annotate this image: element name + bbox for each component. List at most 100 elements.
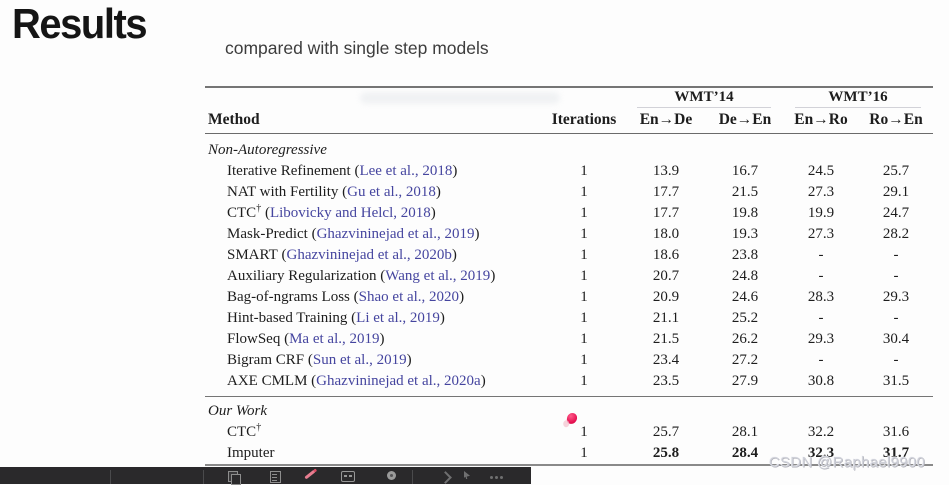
citation-text: Sun et al., 2019 [312,352,407,368]
method-cell: Hint-based Training (Li et al., 2019) [205,308,543,329]
iterations-value: 1 [580,226,588,242]
wmt14-de-en-value: 27.2 [731,352,759,368]
wmt16-en-ro-value: 29.3 [807,331,835,347]
wmt16-ro-en-value: - [893,310,899,326]
citation-paren-close: ) [474,226,480,242]
wmt14-en-de-value: 13.9 [652,163,680,179]
citation-paren-open: ( [338,184,348,200]
citation-paren-close: ) [435,184,441,200]
method-cell: Mask-Predict (Ghazvininejad et al., 2019… [205,224,543,245]
table-body: Non-Autoregressive Iterative Refinement … [205,134,933,464]
wmt14-en-de-value: 17.7 [652,184,680,200]
copy-icon[interactable] [228,471,241,485]
captions-icon[interactable] [341,471,355,482]
method-label: CTC [227,424,257,440]
wmt14-de-en-value: 27.9 [731,373,759,389]
col-header-de-en: De→En [718,111,772,128]
dagger-mark: † [256,422,262,433]
citation-text: Wang et al., 2019 [385,268,491,284]
calculator-icon[interactable] [270,471,281,483]
pen-icon[interactable] [304,469,316,480]
citation-paren-open: ( [277,247,287,263]
method-label: Our Work [208,403,268,419]
table-row: Bigram CRF (Sun et al., 2019) 1 23.4 27.… [205,350,933,371]
method-label: Iterative Refinement [227,163,351,179]
wmt16-ro-en-value: 28.2 [882,226,910,242]
wmt14-en-de-value: 23.4 [652,352,680,368]
wmt16-en-ro-value: 28.3 [807,289,835,305]
more-icon[interactable] [490,476,493,479]
col-header-method: Method [208,111,260,128]
wmt14-en-de-value: 20.9 [652,289,680,305]
wmt16-en-ro-value: 19.9 [807,205,835,221]
citation-paren-open: ( [307,226,317,242]
method-label: Auxiliary Regularization [227,268,377,284]
table-row: AXE CMLM (Ghazvininejad et al., 2020a) 1… [205,371,933,392]
method-label: Bigram CRF [227,352,305,368]
method-label: NAT with Fertility [227,184,339,200]
wmt16-en-ro-value: - [818,310,824,326]
wmt14-de-en-value: 21.5 [731,184,759,200]
table-header-row: Method Iterations En→De De→En En→Ro Ro→E… [205,107,933,134]
slide-title: Results [12,0,148,47]
wmt16-en-ro-value: 32.2 [807,424,835,440]
citation-paren-open: ( [280,331,290,347]
wmt16-en-ro-value: 27.3 [807,184,835,200]
wmt16-ro-en-value: 24.7 [882,205,910,221]
table-row: SMART (Ghazvininejad et al., 2020b) 1 18… [205,245,933,266]
method-cell: Imputer [205,443,543,464]
wmt16-en-ro-value: - [818,247,824,263]
col-header-en-ro: En→Ro [794,111,848,128]
presenter-toolbar [0,467,531,485]
method-label: Mask-Predict [227,226,308,242]
table-row: Non-Autoregressive [205,140,933,161]
wmt16-en-ro-value: 24.5 [807,163,835,179]
table-row: Bag-of-ngrams Loss (Shao et al., 2020) 1… [205,287,933,308]
wmt14-de-en-value: 25.2 [731,310,759,326]
citation-text: Shao et al., 2020 [358,289,460,305]
method-cell: Auxiliary Regularization (Wang et al., 2… [205,266,543,287]
wmt16-en-ro-value: 27.3 [807,226,835,242]
wmt14-de-en-value: 24.8 [731,268,759,284]
method-cell: CTC† [205,422,543,443]
dagger-mark: † [256,203,262,214]
method-label: AXE CMLM [227,373,308,389]
wmt14-group-header: WMT’14 [625,88,783,108]
video-artifact [360,92,560,104]
table-row: Hint-based Training (Li et al., 2019) 1 … [205,308,933,329]
wmt16-en-ro-value: 32.3 [807,445,835,461]
method-cell: CTC† (Libovicky and Helcl, 2018) [205,203,543,224]
wmt14-en-de-value: 17.7 [652,205,680,221]
wmt14-de-en-value: 23.8 [731,247,759,263]
citation-text: Gu et al., 2018 [347,184,436,200]
method-cell: FlowSeq (Ma et al., 2019) [205,329,543,350]
table-row: CTC† 1 25.7 28.1 32.2 31.6 [205,422,933,443]
record-icon[interactable] [387,471,396,480]
method-label: Bag-of-ngrams Loss [227,289,350,305]
table-row: FlowSeq (Ma et al., 2019) 1 21.5 26.2 29… [205,329,933,350]
wmt14-en-de-value: 23.5 [652,373,680,389]
iterations-value: 1 [580,310,588,326]
watermark: CSDN @Raphael9900 [769,454,926,471]
citation-paren-open: ( [350,163,360,179]
citation-text: Libovicky and Helcl, 2018 [269,205,431,221]
wmt14-en-de-value: 18.0 [652,226,680,242]
chevrons-icon[interactable] [439,471,452,484]
citation-paren-close: ) [406,352,412,368]
table-group-header-row: WMT’14 WMT’16 [205,88,933,108]
citation-paren-close: ) [379,331,385,347]
pointer-icon[interactable] [464,471,470,479]
iterations-value: 1 [580,163,588,179]
wmt16-en-ro-value: - [818,352,824,368]
wmt16-ro-en-value: 25.7 [882,163,910,179]
iterations-value: 1 [580,268,588,284]
iterations-value: 1 [580,289,588,305]
toolbar-divider [412,470,413,484]
wmt14-de-en-value: 24.6 [731,289,759,305]
method-label: Imputer [227,445,275,461]
wmt16-ro-en-value: 30.4 [882,331,910,347]
citation-paren-open: ( [376,268,386,284]
iterations-value: 1 [580,184,588,200]
iterations-value: 1 [580,373,588,389]
